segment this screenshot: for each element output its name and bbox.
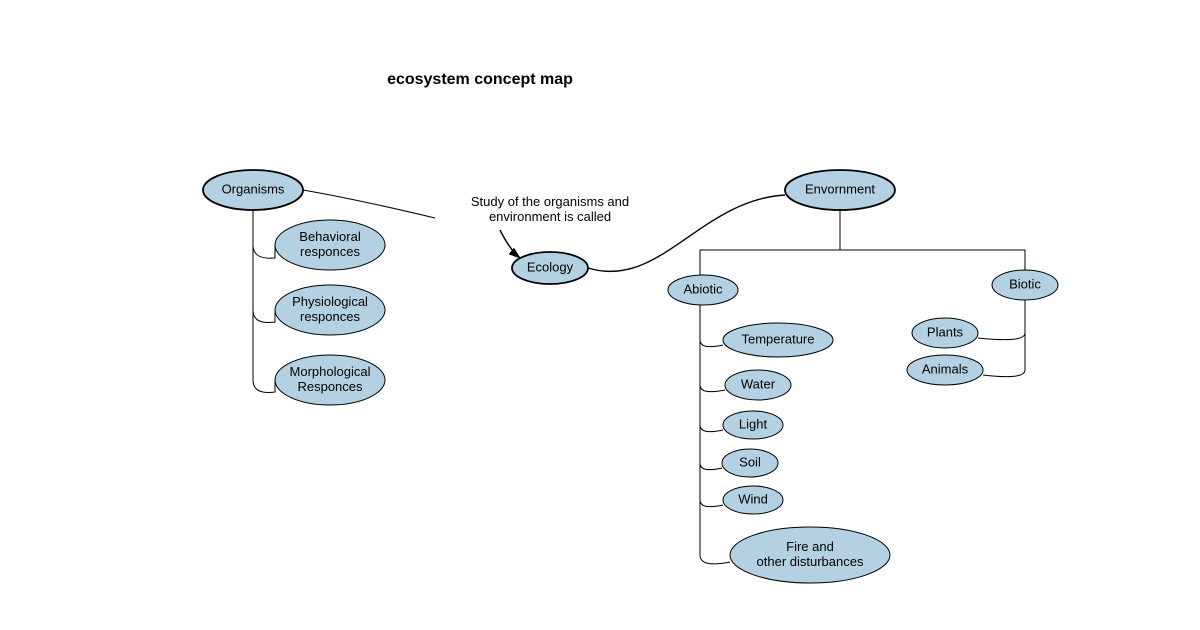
node-plants: Plants (912, 318, 978, 348)
edge (253, 210, 275, 323)
node-label-biotic: Biotic (1009, 276, 1041, 291)
edge-label: environment is called (489, 209, 611, 224)
edge (700, 305, 722, 470)
node-label-environment: Envornment (805, 181, 875, 196)
node-soil: Soil (722, 449, 778, 477)
node-label-wind: Wind (738, 491, 768, 506)
node-label-physiological: responces (300, 309, 360, 324)
node-label-organisms: Organisms (222, 181, 285, 196)
node-ecology: Ecology (512, 252, 588, 284)
edge-label: Study of the organisms and (471, 194, 629, 209)
node-label-animals: Animals (922, 361, 969, 376)
node-label-behavioral: responces (300, 244, 360, 259)
edge (700, 305, 723, 507)
node-abiotic: Abiotic (668, 275, 738, 305)
node-label-water: Water (741, 376, 776, 391)
node-behavioral: Behavioralresponces (275, 220, 385, 270)
edge-label-arrow (500, 230, 520, 258)
concept-map-diagram: ecosystem concept map Study of the organi… (0, 0, 1200, 630)
edge (253, 210, 275, 258)
node-label-fire: Fire and (786, 539, 834, 554)
node-morphological: MorphologicalResponces (275, 355, 385, 405)
edge (303, 190, 435, 218)
edge (700, 305, 723, 432)
node-label-physiological: Physiological (292, 294, 368, 309)
edge (700, 305, 723, 347)
node-water: Water (725, 370, 791, 400)
node-organisms: Organisms (203, 170, 303, 210)
node-label-plants: Plants (927, 324, 964, 339)
node-wind: Wind (723, 486, 783, 514)
node-fire: Fire andother disturbances (730, 527, 890, 583)
edge (700, 305, 725, 392)
node-animals: Animals (907, 355, 983, 385)
node-label-ecology: Ecology (527, 259, 574, 274)
edge (700, 210, 840, 275)
node-label-abiotic: Abiotic (683, 281, 723, 296)
node-label-behavioral: Behavioral (299, 229, 361, 244)
edge (253, 210, 275, 393)
diagram-title: ecosystem concept map (387, 71, 573, 88)
edge (978, 300, 1025, 340)
node-physiological: Physiologicalresponces (275, 285, 385, 335)
node-label-soil: Soil (739, 454, 761, 469)
node-label-fire: other disturbances (757, 554, 864, 569)
node-label-temperature: Temperature (742, 331, 815, 346)
node-temperature: Temperature (723, 323, 833, 357)
node-label-morphological: Morphological (290, 364, 371, 379)
node-light: Light (723, 411, 783, 439)
node-label-light: Light (739, 416, 768, 431)
node-biotic: Biotic (992, 270, 1058, 300)
edge (840, 210, 1025, 270)
node-label-morphological: Responces (297, 379, 363, 394)
node-environment: Envornment (785, 170, 895, 210)
